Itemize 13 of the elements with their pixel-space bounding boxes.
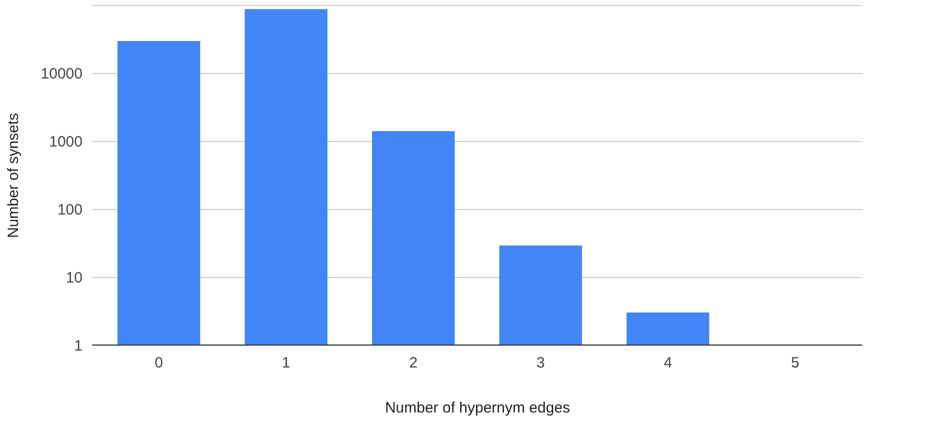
y-tick-label: 1 <box>74 338 82 354</box>
x-tick-label: 0 <box>154 354 163 372</box>
x-tick-label: 4 <box>664 354 672 372</box>
y-axis-title: Number of synsets <box>4 112 22 238</box>
y-tick-label: 10 <box>66 270 82 286</box>
y-tick-label: 1000 <box>49 134 82 150</box>
y-tick-label: 10000 <box>40 66 82 82</box>
x-tick-label: 3 <box>536 354 545 372</box>
y-tick-label: 100 <box>57 202 82 218</box>
x-tick-label: 5 <box>791 354 800 372</box>
x-axis-title: Number of hypernym edges <box>384 400 570 416</box>
x-tick-label: 1 <box>282 354 290 372</box>
x-tick-label: 2 <box>409 354 418 372</box>
